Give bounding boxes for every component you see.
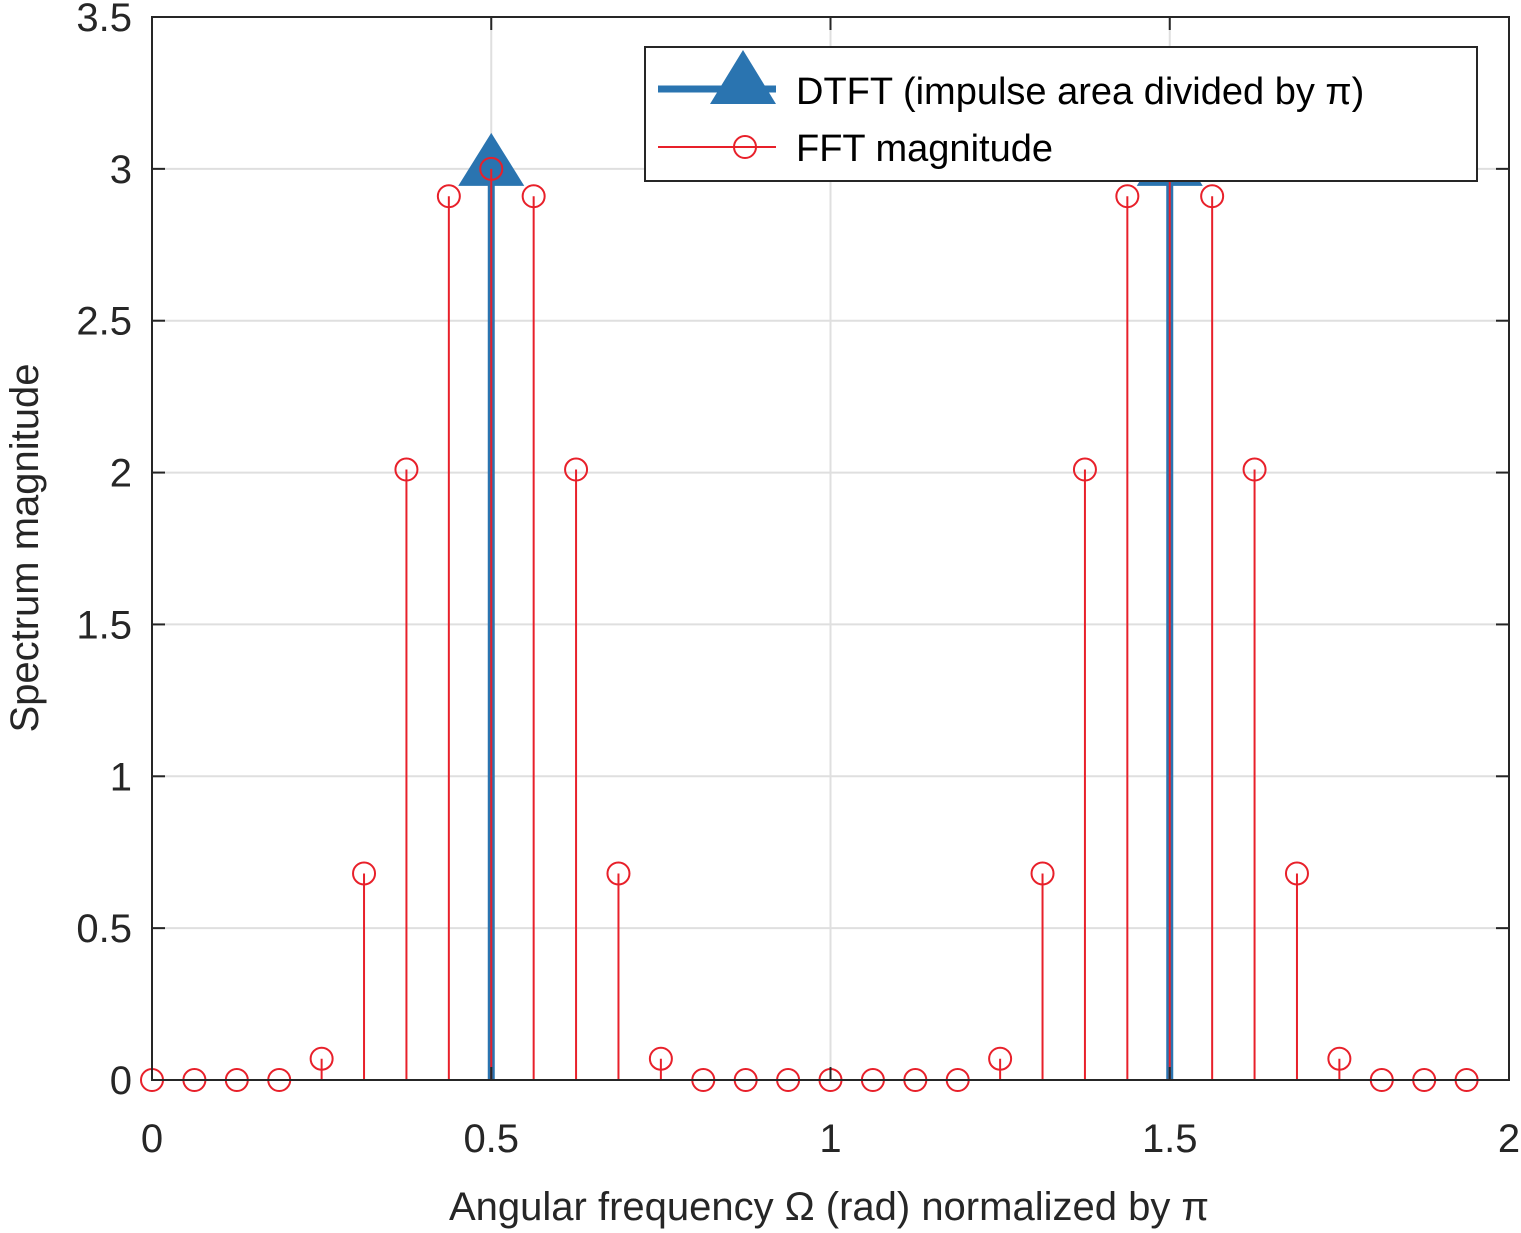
y-axis-label: Spectrum magnitude (3, 363, 47, 732)
fft-circle-marker (352, 861, 377, 886)
y-tick-label: 2.5 (76, 300, 132, 344)
fft-circle-marker (606, 861, 631, 886)
axes-box (151, 16, 1510, 1081)
y-tick-label: 1 (110, 755, 132, 799)
y-tick-label: 3 (110, 148, 132, 192)
legend-dtft-label: DTFT (impulse area divided by π) (796, 71, 1364, 113)
fft-circle-marker (1284, 861, 1309, 886)
legend-entry-fft: FFT magnitude (658, 128, 1053, 170)
x-tick-label: 1.5 (1142, 1117, 1198, 1161)
y-tick-label: 3.5 (76, 0, 132, 40)
x-tick-label: 0 (141, 1117, 163, 1161)
legend-fft-circle-icon (733, 135, 757, 159)
fft-circle-marker (564, 457, 589, 482)
fft-circle-marker (309, 1046, 334, 1071)
legend-dtft-triangle-icon (710, 50, 776, 104)
fft-circle-marker (648, 1046, 673, 1071)
y-tick-labels: 0 0.5 1 1.5 2 2.5 3 3.5 (76, 0, 132, 1103)
y-tick-label: 1.5 (76, 603, 132, 647)
fft-circle-marker (521, 184, 546, 209)
y-tick-label: 2 (110, 452, 132, 496)
legend-fft-label: FFT magnitude (796, 128, 1053, 170)
fft-circle-marker (436, 184, 461, 209)
x-tick-label: 1 (819, 1117, 841, 1161)
fft-circle-marker (1242, 457, 1267, 482)
legend-entry-dtft: DTFT (impulse area divided by π) (658, 50, 1364, 113)
x-axis-label: Angular frequency Ω (rad) normalized by … (449, 1185, 1209, 1229)
fft-circle-marker (1030, 861, 1055, 886)
y-tick-label: 0.5 (76, 907, 132, 951)
fft-circle-marker (479, 156, 504, 181)
fft-circle-marker (1327, 1046, 1352, 1071)
fft-circle-marker (1115, 184, 1140, 209)
x-tick-label: 2 (1498, 1117, 1520, 1161)
x-tick-labels: 0 0.5 1 1.5 2 (141, 1117, 1520, 1161)
fft-series (140, 156, 1479, 1092)
fft-circle-marker (394, 457, 419, 482)
legend-box (644, 46, 1478, 182)
fft-circle-marker (1200, 184, 1225, 209)
x-tick-label: 0.5 (463, 1117, 519, 1161)
legend: DTFT (impulse area divided by π) FFT mag… (644, 46, 1478, 182)
dtft-triangle-marker (458, 132, 525, 186)
y-tick-label: 0 (110, 1059, 132, 1103)
fft-circle-marker (1072, 457, 1097, 482)
fft-circle-marker (988, 1046, 1013, 1071)
